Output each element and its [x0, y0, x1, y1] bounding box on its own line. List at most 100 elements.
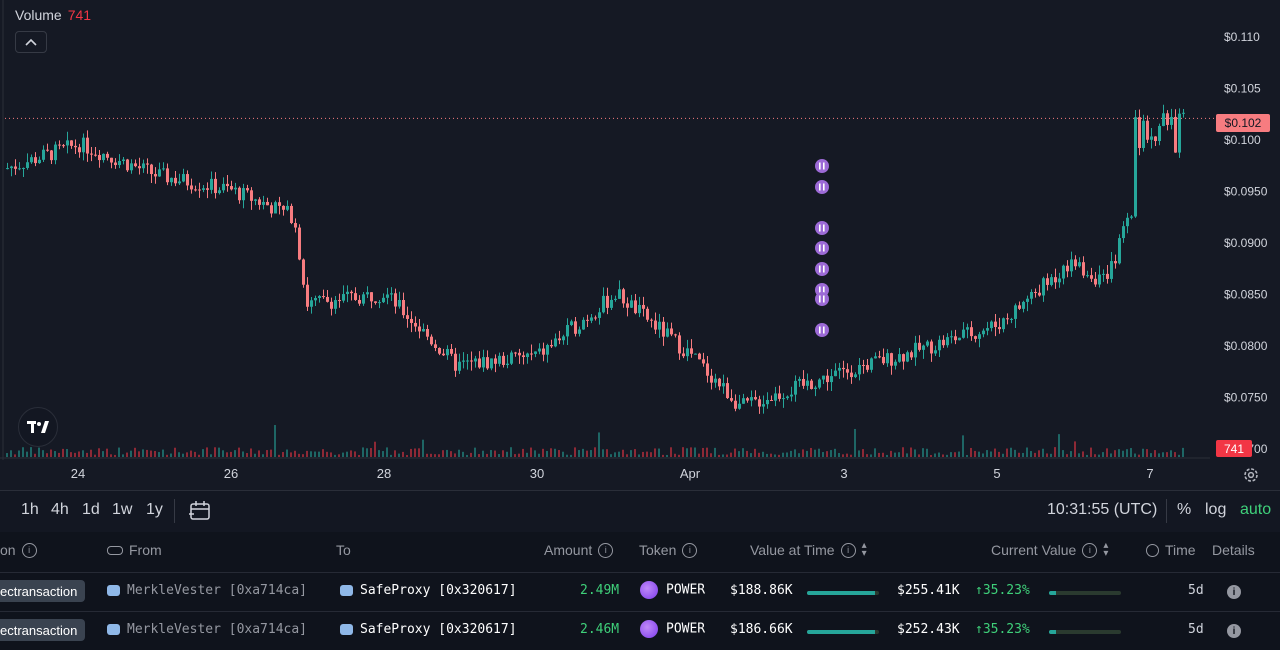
col-header-token[interactable]: Token i	[639, 542, 698, 558]
volume-bar	[1122, 450, 1124, 457]
token-cell[interactable]: POWER	[640, 620, 705, 638]
candle-body	[306, 284, 309, 307]
details-info-icon[interactable]: i	[1227, 624, 1241, 638]
volume-bar	[1118, 449, 1120, 457]
sort-icon[interactable]: ▴ ▾	[861, 540, 867, 559]
candle-body	[186, 174, 189, 186]
candle-body	[526, 353, 529, 358]
volume-bar	[38, 447, 40, 457]
candle-body	[630, 300, 633, 308]
timeframe-1w[interactable]: 1w	[112, 501, 133, 518]
volume-bar	[1006, 448, 1008, 457]
percent-toggle[interactable]: %	[1177, 501, 1192, 518]
volume-bar	[230, 451, 232, 457]
volume-bar	[1146, 449, 1148, 457]
volume-bar	[390, 454, 392, 457]
tradingview-logo[interactable]	[18, 407, 58, 447]
sort-icon[interactable]: ▴ ▾	[1103, 540, 1109, 559]
col-header-to[interactable]: To	[336, 542, 351, 558]
volume-bar	[174, 447, 176, 457]
candle-body	[1062, 265, 1065, 279]
info-icon[interactable]: i	[598, 542, 614, 558]
candle-body	[966, 327, 969, 330]
to-address[interactable]: SafeProxy [0x320617]	[340, 583, 517, 598]
volume-bar	[758, 452, 760, 457]
candle-body	[134, 163, 137, 167]
volume-bar	[854, 428, 856, 457]
volume-bar	[206, 447, 208, 457]
collapse-pane-button[interactable]	[15, 31, 47, 53]
timeframe-1y[interactable]: 1y	[146, 501, 163, 518]
timeframe-1d[interactable]: 1d	[82, 501, 100, 518]
volume-bar	[350, 450, 352, 457]
volume-bar	[1002, 453, 1004, 457]
volume-bar	[638, 454, 640, 457]
volume-bar	[1178, 454, 1180, 457]
col-header-time[interactable]: Time	[1146, 542, 1196, 558]
volume-bar	[202, 449, 204, 457]
info-icon[interactable]: i	[682, 542, 698, 558]
table-row[interactable]: ectransaction MerkleVester [0xa714ca] Sa…	[0, 572, 1280, 611]
candle-body	[294, 223, 297, 228]
volume-bar	[994, 448, 996, 457]
volume-bar	[334, 454, 336, 457]
info-icon[interactable]: i	[21, 542, 37, 558]
date-range-icon[interactable]	[188, 500, 212, 527]
col-header-current-value[interactable]: Current Value i ▴ ▾	[991, 540, 1109, 559]
candle-body	[1114, 261, 1117, 264]
volume-bar	[874, 448, 876, 457]
transaction-type-badge[interactable]: ectransaction	[0, 619, 86, 641]
candle-body	[246, 188, 249, 191]
candle-body	[750, 397, 753, 401]
info-icon[interactable]: i	[1082, 542, 1098, 558]
volume-bar	[806, 450, 808, 457]
volume-bar	[842, 454, 844, 457]
transaction-type-badge[interactable]: ectransaction	[0, 580, 86, 602]
col-header-from[interactable]: From	[107, 542, 162, 558]
volume-bar	[1030, 451, 1032, 457]
log-toggle[interactable]: log	[1205, 501, 1227, 518]
candle-body	[426, 329, 429, 337]
chart-canvas[interactable]: $0.110 $0.105 $0.100 $0.0950 $0.0900 $0.0850 $…	[0, 0, 1280, 490]
price-tick-label: $0.0900	[1224, 236, 1268, 250]
candle-body	[542, 348, 545, 355]
token-cell[interactable]: POWER	[640, 581, 705, 599]
time-ago: 5d	[1188, 622, 1204, 637]
candle-body	[482, 357, 485, 368]
candle-body	[986, 328, 989, 331]
candle-body	[150, 164, 153, 175]
candle-body	[738, 403, 741, 409]
volume-bar	[1054, 447, 1056, 457]
volume-bar	[510, 447, 512, 457]
from-address[interactable]: MerkleVester [0xa714ca]	[107, 622, 307, 637]
candle-body	[382, 297, 385, 303]
timeframe-4h[interactable]: 4h	[51, 501, 69, 518]
candle-body	[994, 321, 997, 328]
details-info-icon[interactable]: i	[1227, 585, 1241, 599]
price-chart[interactable]: $0.110 $0.105 $0.100 $0.0950 $0.0900 $0.0850 $…	[0, 0, 1280, 490]
volume-bar	[62, 448, 64, 457]
volume-bar	[906, 453, 908, 457]
volume-bar	[790, 450, 792, 457]
settings-gear-icon[interactable]	[1240, 464, 1262, 486]
volume-bar	[246, 453, 248, 457]
candle-body	[174, 177, 177, 184]
auto-toggle[interactable]: auto	[1240, 501, 1272, 518]
utc-clock[interactable]: 10:31:55 (UTC)	[1047, 501, 1158, 518]
event-marker	[815, 241, 829, 255]
info-icon[interactable]: i	[840, 542, 856, 558]
to-address[interactable]: SafeProxy [0x320617]	[340, 622, 517, 637]
candle-body	[146, 163, 149, 165]
col-header-amount[interactable]: Amount i	[544, 542, 614, 558]
col-header-value-at-time[interactable]: Value at Time i ▴ ▾	[750, 540, 867, 559]
table-row[interactable]: ectransaction MerkleVester [0xa714ca] Sa…	[0, 611, 1280, 650]
from-address[interactable]: MerkleVester [0xa714ca]	[107, 583, 307, 598]
candle-body	[1046, 278, 1049, 285]
volume-bar	[574, 447, 576, 457]
volume-bar	[978, 451, 980, 457]
volume-bar	[1134, 453, 1136, 457]
timeframe-1h[interactable]: 1h	[21, 501, 39, 518]
event-marker-glyph	[823, 265, 825, 273]
candle-body	[602, 295, 605, 313]
candle-body	[798, 378, 801, 381]
